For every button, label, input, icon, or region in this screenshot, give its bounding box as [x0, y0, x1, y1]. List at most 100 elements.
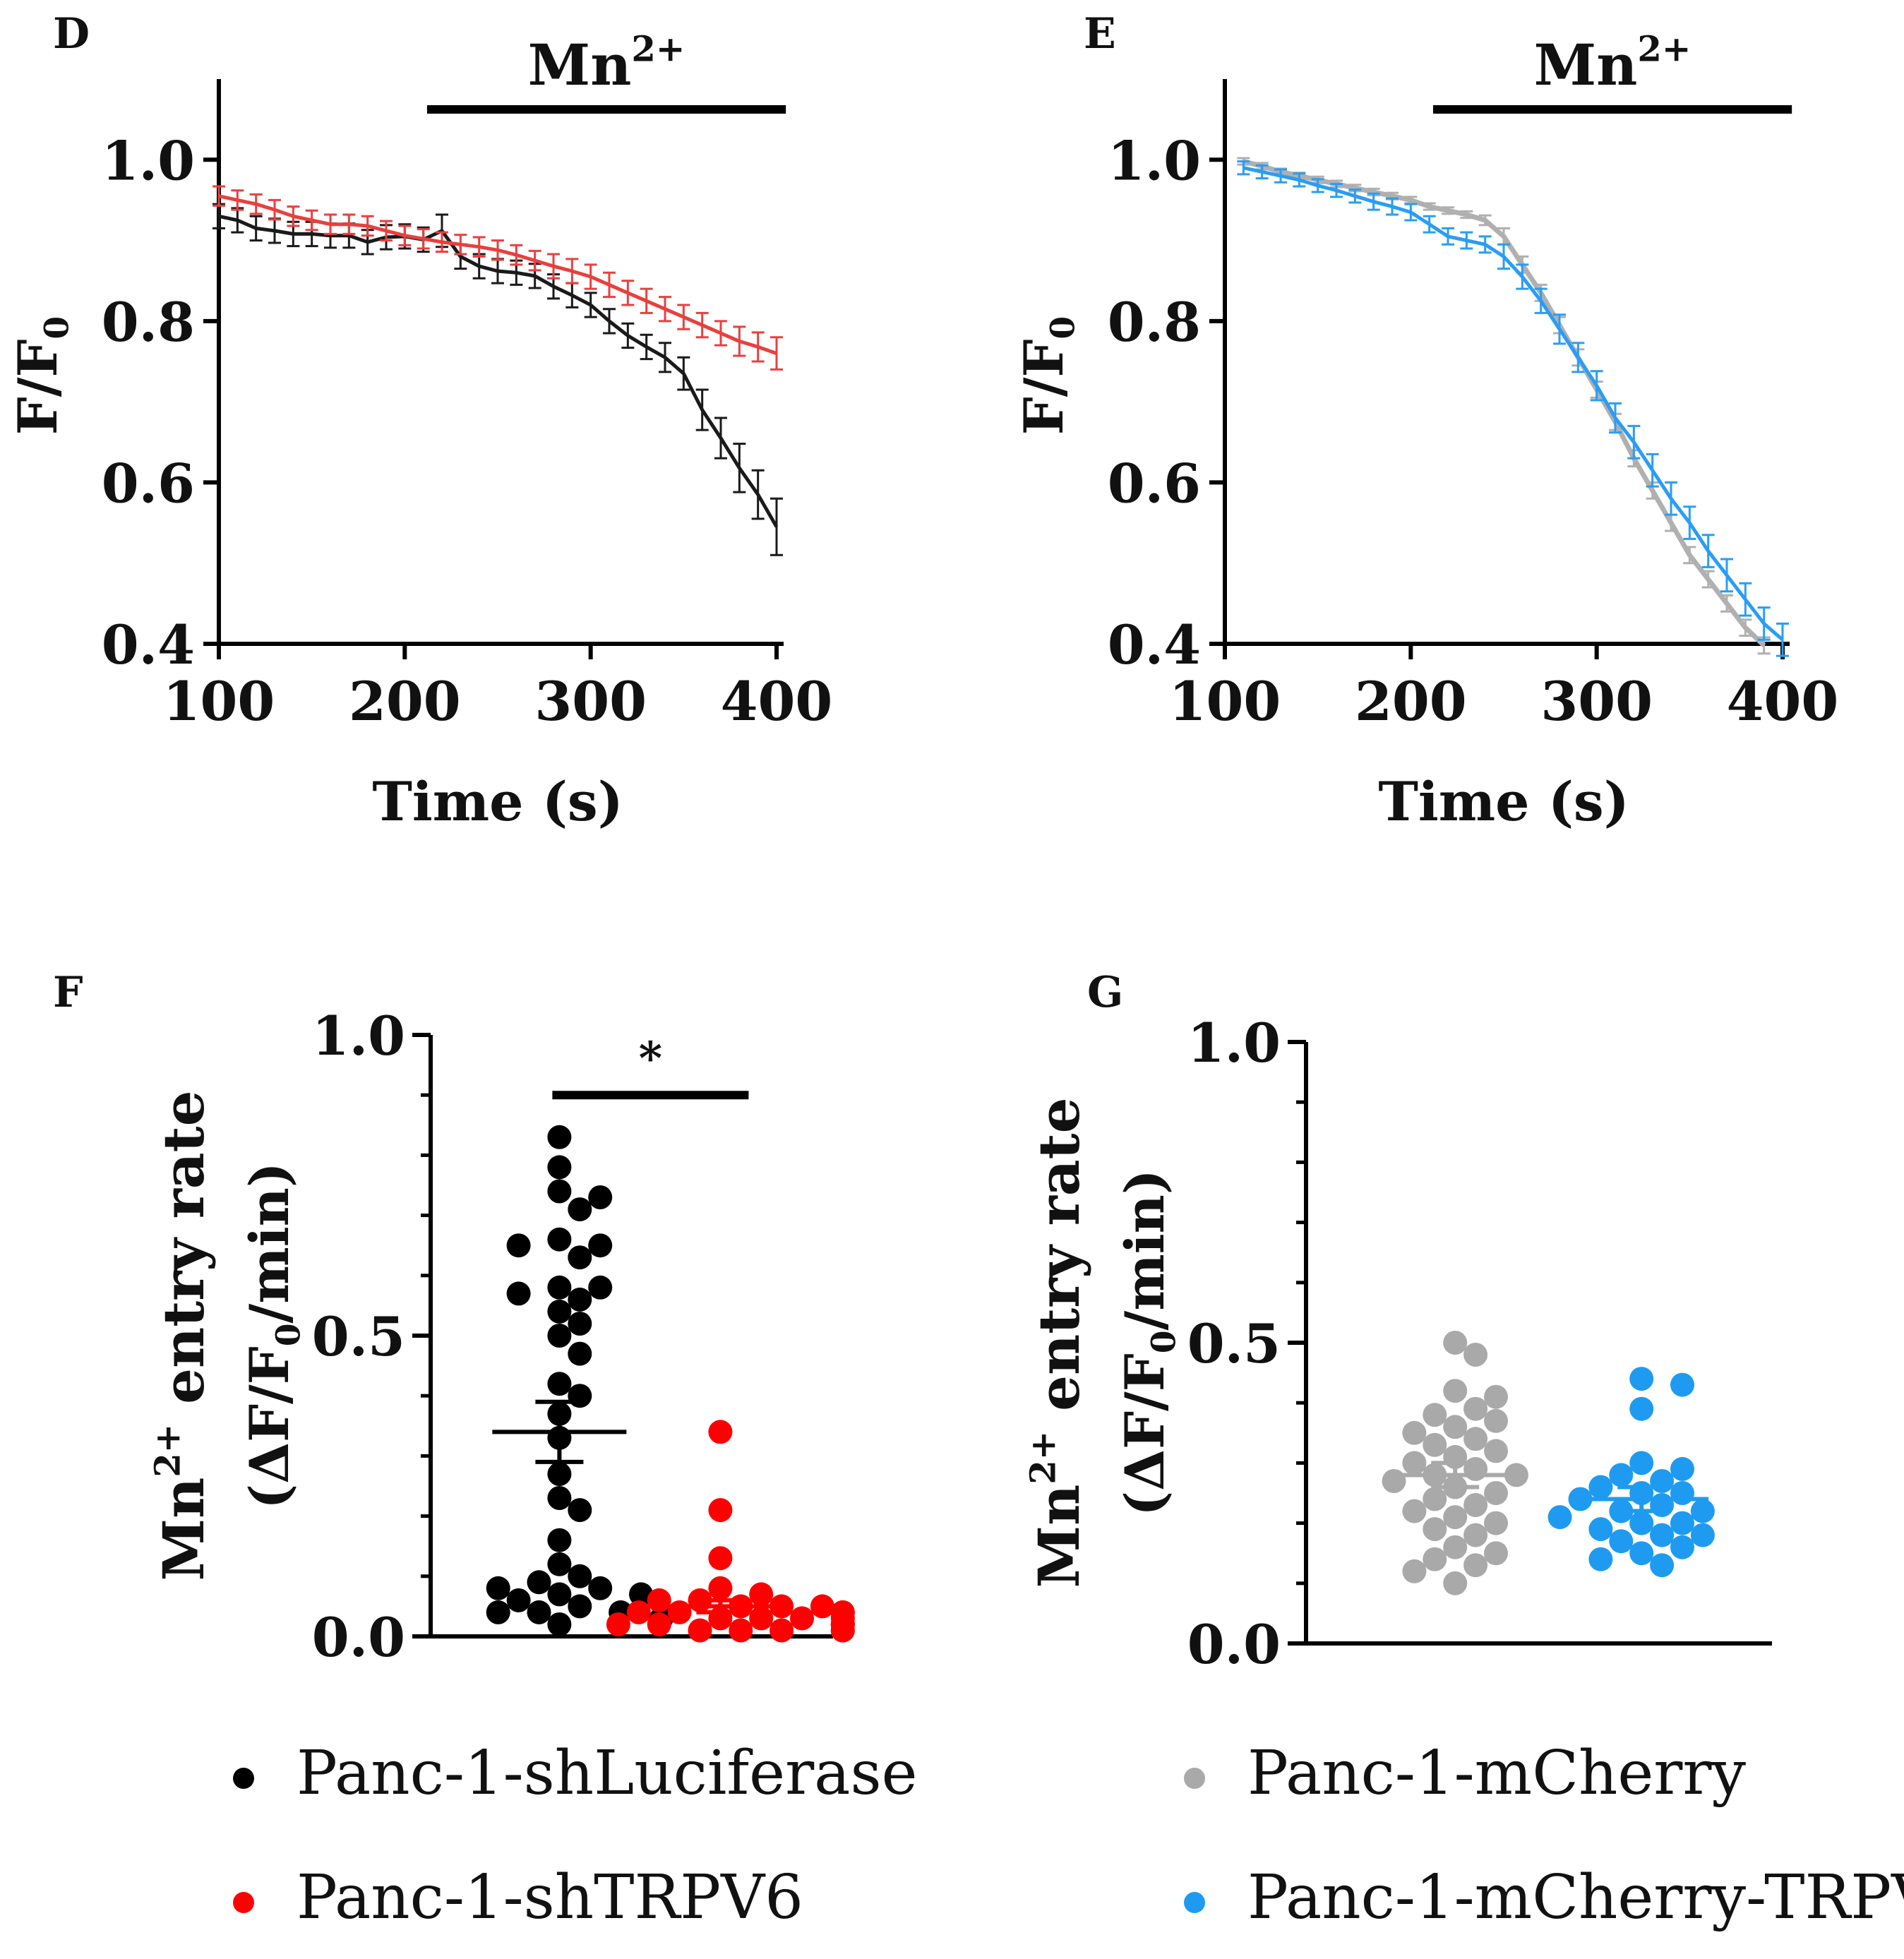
y-tick-label: 0.5: [1187, 1312, 1281, 1375]
subscript-zero: 0: [1145, 1330, 1184, 1353]
data-point: [749, 1582, 774, 1607]
y-tick-label: 0.0: [1187, 1613, 1281, 1676]
data-point: [1650, 1523, 1675, 1547]
group-0: [1382, 1331, 1528, 1595]
data-point: [729, 1618, 753, 1643]
legend-item-shluciferase: Panc-1-shLuciferase: [233, 1738, 917, 1809]
panel-letter: E: [1084, 9, 1116, 59]
data-point: [1629, 1451, 1654, 1475]
data-point: [547, 1275, 572, 1300]
data-point: [506, 1281, 531, 1306]
legend-marker: [233, 1767, 254, 1789]
data-point: [1463, 1427, 1488, 1451]
x-tick-label: 100: [1169, 670, 1281, 733]
data-point: [770, 1618, 794, 1643]
data-point: [1650, 1553, 1675, 1578]
data-point: [588, 1275, 613, 1300]
label-part: entry rate: [1026, 1098, 1092, 1431]
data-point: [1463, 1456, 1488, 1481]
data-point: [547, 1125, 572, 1149]
data-point: [1629, 1396, 1654, 1421]
legend-item-shtrpv6: Panc-1-shTRPV6: [233, 1862, 803, 1933]
data-point: [1484, 1439, 1508, 1463]
data-point: [588, 1576, 613, 1600]
legend-marker: [1184, 1891, 1205, 1913]
x-tick-label: 300: [1540, 670, 1653, 733]
data-point: [568, 1287, 592, 1312]
x-tick-label: 400: [1727, 670, 1839, 733]
data-point: [1463, 1553, 1488, 1578]
data-point: [1670, 1372, 1694, 1397]
legend-label: Panc-1-shTRPV6: [297, 1862, 803, 1933]
data-point: [1670, 1535, 1694, 1559]
data-point: [568, 1341, 592, 1366]
data-point: [547, 1372, 572, 1396]
data-point: [629, 1582, 653, 1607]
data-point: [708, 1498, 733, 1523]
data-point: [790, 1606, 814, 1631]
mn-superscript: 2+: [1022, 1431, 1063, 1485]
data-point: [1463, 1493, 1488, 1517]
x-tick-label: 100: [163, 670, 275, 733]
data-point: [647, 1588, 671, 1612]
mn-annotation-label: Mn2+: [1534, 28, 1692, 98]
y-axis-label-sub: (ΔF/F0/min): [1113, 1169, 1184, 1516]
data-point: [1423, 1432, 1447, 1457]
y-tick-label: 1.0: [1108, 129, 1201, 192]
data-point: [547, 1299, 572, 1324]
group-1: [1547, 1367, 1715, 1578]
panel-letter: G: [1087, 968, 1123, 1017]
group-0: [486, 1125, 673, 1636]
x-tick-label: 300: [534, 670, 647, 733]
data-point: [1423, 1547, 1447, 1571]
data-point: [527, 1570, 551, 1595]
data-point: [547, 1227, 572, 1252]
series-line: [1243, 166, 1784, 642]
data-point: [1423, 1517, 1447, 1542]
y-tick-label: 1.0: [312, 1005, 405, 1067]
data-point: [547, 1552, 572, 1576]
data-point: [1484, 1541, 1508, 1566]
data-point: [1443, 1379, 1468, 1403]
y-tick-label: 0.6: [1108, 452, 1201, 515]
data-point: [1609, 1463, 1634, 1487]
y-tick-label: 0.6: [102, 452, 195, 515]
data-point: [547, 1612, 572, 1636]
legend-label: Panc-1-mCherry-TRPV6: [1247, 1862, 1904, 1933]
data-point: [547, 1155, 572, 1180]
data-point: [708, 1420, 733, 1444]
data-point: [506, 1588, 531, 1612]
data-point: [606, 1612, 630, 1636]
data-point: [547, 1179, 572, 1204]
label-part: (ΔF/F: [1113, 1353, 1176, 1516]
subscript-zero: 0: [270, 1323, 309, 1346]
mn-superscript: 2+: [146, 1424, 188, 1478]
data-point: [1402, 1420, 1427, 1445]
data-point: [1402, 1499, 1427, 1523]
mn-superscript: 2+: [631, 28, 685, 69]
data-point: [830, 1618, 855, 1643]
data-point: [506, 1233, 531, 1258]
data-point: [547, 1462, 572, 1486]
data-point: [1463, 1523, 1488, 1547]
data-point: [708, 1546, 733, 1571]
data-point: [1423, 1487, 1447, 1511]
data-point: [1443, 1505, 1468, 1530]
panel-letter: D: [53, 9, 90, 59]
data-point: [588, 1233, 613, 1258]
x-tick-label: 200: [349, 670, 461, 733]
data-point: [1443, 1331, 1468, 1355]
data-point: [1588, 1517, 1613, 1542]
data-point: [667, 1600, 692, 1624]
data-point: [626, 1600, 651, 1624]
x-tick-label: 400: [721, 670, 833, 733]
data-point: [547, 1528, 572, 1552]
y-tick-label: 1.0: [102, 129, 195, 192]
data-point: [1463, 1396, 1488, 1421]
x-tick-label: 200: [1355, 670, 1467, 733]
data-point: [1484, 1511, 1508, 1535]
mn-superscript: 2+: [1637, 28, 1691, 69]
legend-label: Panc-1-mCherry: [1247, 1738, 1747, 1809]
y-axis-label: F/F0: [6, 316, 77, 435]
